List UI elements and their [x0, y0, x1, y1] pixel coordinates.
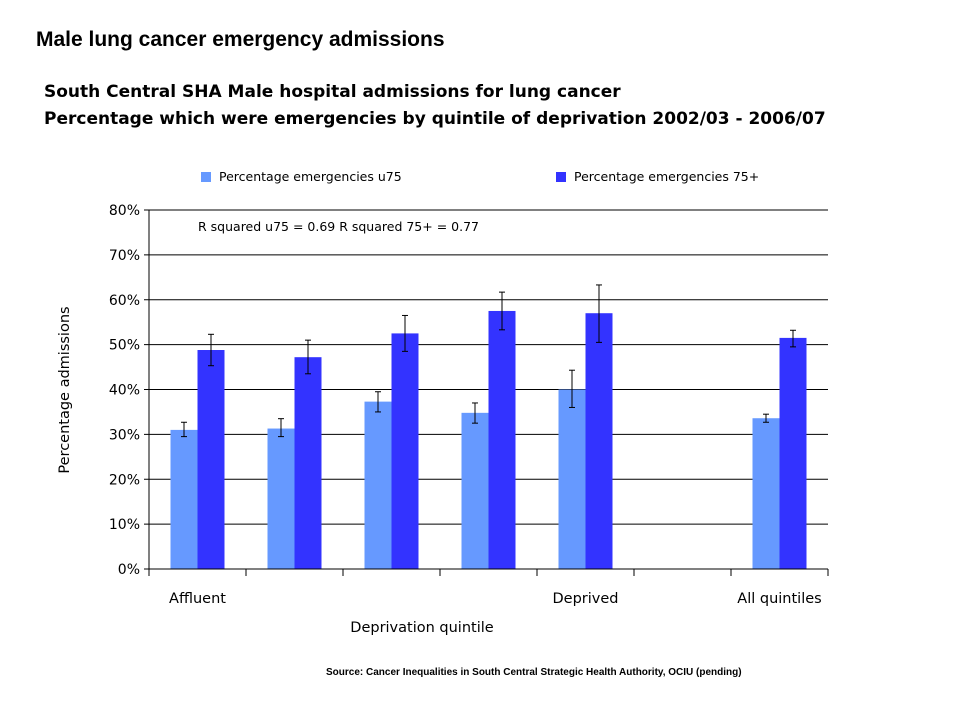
r-squared-annotation: R squared u75 = 0.69 R squared 75+ = 0.7…	[198, 219, 479, 234]
legend-label: Percentage emergencies 75+	[574, 169, 759, 184]
x-axis: Affluent Deprived All quintiles	[148, 568, 829, 607]
bar-u75	[461, 412, 489, 569]
bar-u75	[752, 418, 780, 569]
main-title: Male lung cancer emergency admissions	[36, 28, 445, 51]
bar-75plus	[391, 333, 419, 569]
y-tick-label: 40%	[109, 383, 140, 399]
bar-u75	[364, 401, 392, 569]
y-tick-label: 80%	[109, 203, 140, 219]
y-tick-label: 0%	[118, 562, 140, 578]
y-tick-label: 10%	[109, 517, 140, 533]
y-axis: 0% 10% 20% 30% 40% 50% 60% 70% 80%	[109, 203, 150, 578]
y-tick-label: 60%	[109, 293, 140, 309]
chart-subtitle-line-1: South Central SHA Male hospital admissio…	[44, 82, 621, 102]
x-axis-label: Deprivation quintile	[350, 620, 493, 636]
chart-subtitle-line-2: Percentage which were emergencies by qui…	[44, 109, 826, 129]
bar-u75	[558, 389, 586, 569]
bar-75plus	[488, 310, 516, 569]
y-tick-label: 20%	[109, 472, 140, 488]
bar-75plus	[585, 313, 613, 569]
x-tick-label: Deprived	[553, 591, 619, 607]
y-axis-label: Percentage admissions	[57, 306, 73, 473]
bar-u75	[170, 429, 198, 569]
y-tick-label: 50%	[109, 338, 140, 354]
legend-swatch	[201, 172, 211, 182]
y-tick-label: 30%	[109, 427, 140, 443]
y-tick-label: 70%	[109, 248, 140, 264]
legend: Percentage emergencies u75 Percentage eme…	[201, 169, 759, 184]
bar-u75	[267, 428, 295, 569]
bar-75plus	[779, 337, 807, 569]
bar-75plus	[294, 357, 322, 569]
legend-label: Percentage emergencies u75	[219, 169, 402, 184]
bar-75plus	[197, 350, 225, 569]
x-tick-label: Affluent	[169, 591, 226, 607]
legend-swatch	[556, 172, 566, 182]
plot-area	[149, 209, 828, 569]
source-note: Source: Cancer Inequalities in South Cen…	[326, 667, 742, 678]
x-tick-label: All quintiles	[737, 591, 821, 607]
